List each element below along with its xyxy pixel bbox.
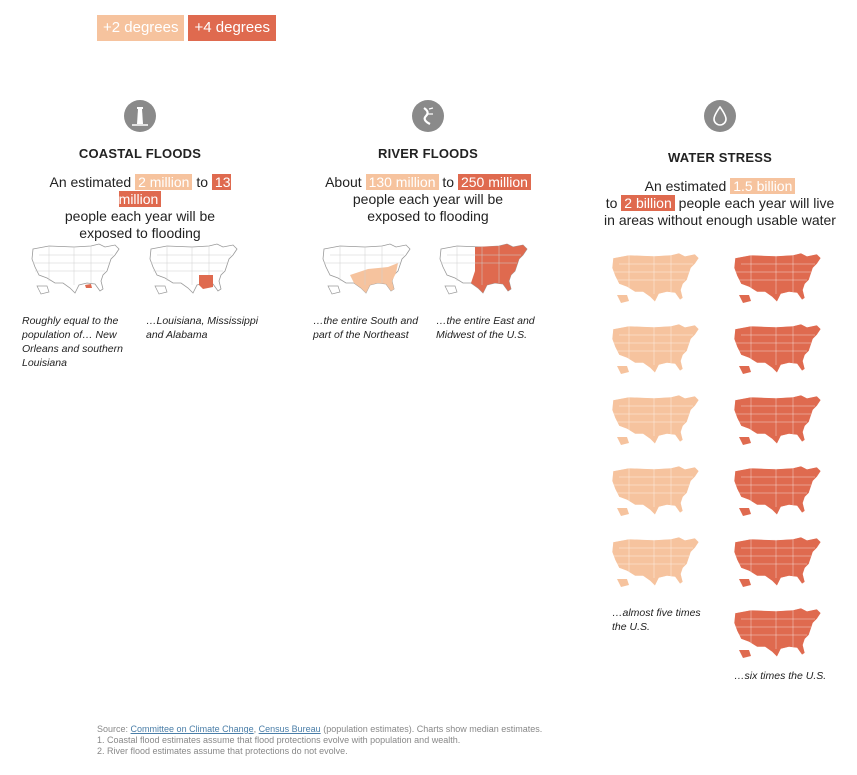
water-title: WATER STRESS xyxy=(667,150,772,165)
coastal-mid: to xyxy=(196,174,209,190)
water-map-low-2 xyxy=(611,323,700,374)
coastal-title: COASTAL FLOODS xyxy=(78,146,202,161)
coastal-map-high xyxy=(149,243,238,295)
water-line2: people each year will live xyxy=(678,195,835,211)
water-headline: An estimated 1.5 billion to 2 billion pe… xyxy=(590,178,850,229)
river-mid: to xyxy=(442,174,455,190)
coastal-headline: An estimated 2 million to 13 million peo… xyxy=(40,174,240,242)
water-line3: in areas without enough usable water xyxy=(604,212,836,228)
source-comma: , xyxy=(253,724,257,734)
coastal-line3: exposed to flooding xyxy=(79,225,201,241)
water-map-high-2 xyxy=(733,323,822,374)
water-low-value: 1.5 billion xyxy=(730,178,796,194)
river-caption-high: …the entire East and Midwest of the U.S. xyxy=(436,315,535,341)
water-high-value: 2 billion xyxy=(621,195,675,211)
water-drop-icon xyxy=(704,100,736,132)
coastal-caption-low: Roughly equal to the population of… New … xyxy=(22,315,123,369)
coastal-low-value: 2 million xyxy=(135,174,193,190)
river-map-low xyxy=(322,243,411,295)
committee-on-climate-change-link[interactable]: Committee on Climate Change xyxy=(130,724,254,734)
coastal-pre: An estimated xyxy=(49,174,132,190)
legend-four-degrees: +4 degrees xyxy=(188,15,276,41)
water-caption-high: …six times the U.S. xyxy=(734,670,827,682)
water-to: to xyxy=(605,195,618,211)
coastal-line2: people each year will be xyxy=(64,208,216,224)
census-bureau-link[interactable]: Census Bureau xyxy=(258,724,321,734)
water-map-low-4 xyxy=(611,465,700,516)
source-note-1: 1. Coastal flood estimates assume that f… xyxy=(97,735,461,745)
water-map-high-3 xyxy=(733,394,822,445)
river-pre: About xyxy=(325,174,362,190)
water-map-high-4 xyxy=(733,465,822,516)
water-map-high-1 xyxy=(733,252,822,303)
coastal-map-low xyxy=(31,243,120,295)
water-map-low-1 xyxy=(611,252,700,303)
source-prefix: Source: xyxy=(97,724,129,734)
water-map-high-5 xyxy=(733,536,822,587)
water-map-high-6 xyxy=(733,607,822,658)
coastal-floods-column: COASTAL FLOODS An estimated 2 million to… xyxy=(40,100,240,242)
river-line2: people each year will be xyxy=(352,191,504,207)
coastal-caption-high: …Louisiana, Mississippi and Alabama xyxy=(146,315,259,341)
water-map-low-5 xyxy=(611,536,700,587)
water-map-low-3 xyxy=(611,394,700,445)
river-floods-column: RIVER FLOODS About 130 million to 250 mi… xyxy=(313,100,543,225)
river-title: RIVER FLOODS xyxy=(378,146,478,161)
river-headline: About 130 million to 250 million people … xyxy=(313,174,543,225)
river-low-value: 130 million xyxy=(365,174,439,190)
source-rest: (population estimates). Charts show medi… xyxy=(323,724,543,734)
river-caption-low: …the entire South and part of the Northe… xyxy=(313,315,419,341)
lighthouse-icon xyxy=(124,100,156,132)
river-icon xyxy=(412,100,444,132)
water-pre: An estimated xyxy=(644,178,727,194)
river-high-value: 250 million xyxy=(457,174,531,190)
river-map-high xyxy=(439,243,528,295)
source-note-2: 2. River flood estimates assume that pro… xyxy=(97,746,348,756)
source-notes: Source: Committee on Climate Change, Cen… xyxy=(97,724,542,757)
source-line: Source: Committee on Climate Change, Cen… xyxy=(97,724,542,735)
legend: +2 degrees +4 degrees xyxy=(97,15,276,41)
legend-two-degrees: +2 degrees xyxy=(97,15,185,41)
river-line3: exposed to flooding xyxy=(367,208,489,224)
water-caption-low: …almost five times the U.S. xyxy=(612,607,701,633)
water-stress-column: WATER STRESS An estimated 1.5 billion to… xyxy=(590,100,850,229)
